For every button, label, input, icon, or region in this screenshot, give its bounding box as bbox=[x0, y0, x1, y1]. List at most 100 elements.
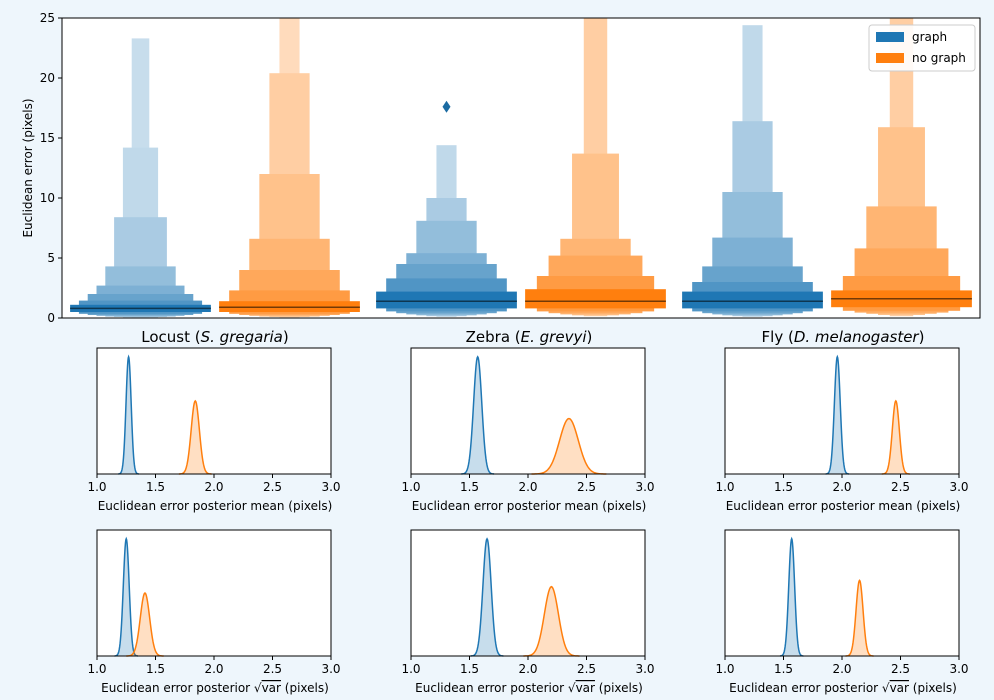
boxen-no-graph-0 bbox=[219, 18, 360, 318]
density-curve-no-graph bbox=[881, 399, 910, 475]
x-tick-label: 3.0 bbox=[635, 480, 654, 494]
x-tick-label: 2.5 bbox=[891, 480, 910, 494]
legend-label-graph: graph bbox=[912, 30, 947, 44]
density-curve-graph bbox=[470, 537, 504, 657]
x-axis-label-mean-fly: Euclidean error posterior mean (pixels) bbox=[726, 499, 961, 513]
density-fill-graph bbox=[118, 356, 139, 474]
x-tick-label: 2.0 bbox=[204, 480, 223, 494]
x-tick-label: 1.5 bbox=[460, 480, 479, 494]
density-panel-sqrtvar-fly: 1.0 1.5 2.0 2.5 3.0 bbox=[715, 529, 969, 676]
x-tick-label: 1.5 bbox=[460, 662, 479, 676]
x-axis-label-mean-locust: Euclidean error posterior mean (pixels) bbox=[98, 499, 333, 513]
density-curve-no-graph bbox=[178, 399, 212, 475]
density-curve-no-graph bbox=[126, 591, 164, 657]
density-panel-sqrtvar-zebra: 1.0 1.5 2.0 2.5 3.0 bbox=[401, 529, 655, 676]
x-tick-label: 2.0 bbox=[832, 480, 851, 494]
density-curve-no-graph bbox=[531, 417, 607, 475]
density-fill-graph bbox=[461, 356, 495, 474]
boxen-outlier bbox=[442, 100, 451, 113]
x-tick-label: 1.5 bbox=[774, 662, 793, 676]
x-tick-label: 2.0 bbox=[518, 662, 537, 676]
x-axis-label-mean-zebra: Euclidean error posterior mean (pixels) bbox=[412, 499, 647, 513]
density-curve-graph bbox=[825, 354, 850, 475]
boxen-plot-area bbox=[62, 18, 980, 318]
density-plot-area bbox=[97, 530, 331, 656]
density-fill-no-graph bbox=[523, 586, 580, 656]
y-tick-label: 20 bbox=[40, 71, 55, 85]
legend-swatch-no-graph bbox=[876, 53, 904, 63]
x-tick-label: 1.5 bbox=[146, 662, 165, 676]
boxen-level bbox=[682, 291, 823, 309]
density-curve-graph bbox=[461, 355, 495, 475]
density-curve-no-graph bbox=[523, 585, 580, 657]
x-tick-label: 3.0 bbox=[321, 662, 340, 676]
density-plot-area bbox=[725, 530, 959, 656]
x-tick-label: 2.0 bbox=[518, 480, 537, 494]
x-tick-label: 1.0 bbox=[401, 480, 420, 494]
density-fill-no-graph bbox=[178, 400, 212, 474]
boxen-graph-1 bbox=[376, 100, 517, 317]
density-curve-graph bbox=[118, 354, 139, 475]
group-title-locust: Locust (S. gregaria) bbox=[141, 328, 288, 346]
density-panel-mean-zebra: 1.0 1.5 2.0 2.5 3.0 bbox=[401, 347, 655, 494]
y-tick-label: 5 bbox=[47, 251, 55, 265]
y-tick-label: 25 bbox=[40, 11, 55, 25]
x-tick-label: 3.0 bbox=[949, 480, 968, 494]
boxen-graph-2 bbox=[682, 25, 823, 317]
boxen-no-graph-1 bbox=[525, 18, 666, 317]
y-axis-label: Euclidean error (pixels) bbox=[21, 98, 35, 237]
x-tick-label: 2.5 bbox=[891, 662, 910, 676]
x-tick-label: 1.0 bbox=[715, 480, 734, 494]
x-tick-label: 1.0 bbox=[401, 662, 420, 676]
density-fill-no-graph bbox=[881, 400, 910, 474]
density-panel-sqrtvar-locust: 1.0 1.5 2.0 2.5 3.0 bbox=[87, 529, 341, 676]
boxen-marks bbox=[70, 18, 972, 318]
boxen-no-graph-2 bbox=[831, 18, 972, 317]
x-tick-label: 2.5 bbox=[577, 662, 596, 676]
density-plot-area bbox=[411, 530, 645, 656]
x-tick-label: 1.5 bbox=[146, 480, 165, 494]
boxen-graph-0 bbox=[70, 38, 211, 318]
x-axis-label-sqrtvar-zebra: Euclidean error posterior √var (pixels) bbox=[415, 681, 643, 695]
density-fill-graph bbox=[470, 538, 504, 656]
density-panels: 1.0 1.5 2.0 2.5 3.0 1.0 1.5 2.0 2.5 3.0 1.0 1.5 2.0 2… bbox=[87, 347, 969, 676]
group-title-zebra: Zebra (E. grevyi) bbox=[466, 328, 593, 346]
x-tick-label: 3.0 bbox=[321, 480, 340, 494]
density-curve-graph bbox=[779, 536, 804, 657]
y-axis: 0 5 10 15 20 25 bbox=[40, 11, 62, 325]
y-tick-label: 15 bbox=[40, 131, 55, 145]
density-fill-no-graph bbox=[845, 580, 874, 656]
x-tick-label: 2.5 bbox=[577, 480, 596, 494]
legend-label-no-graph: no graph bbox=[912, 51, 966, 65]
y-tick-label: 10 bbox=[40, 191, 55, 205]
boxen-plot-frame bbox=[61, 17, 981, 319]
density-fill-graph bbox=[825, 356, 850, 474]
density-fill-no-graph bbox=[126, 593, 164, 656]
x-tick-label: 2.5 bbox=[263, 662, 282, 676]
x-tick-label: 1.5 bbox=[774, 480, 793, 494]
legend-swatch-graph bbox=[876, 32, 904, 42]
density-fill-graph bbox=[779, 538, 804, 656]
x-axis-label-sqrtvar-fly: Euclidean error posterior √var (pixels) bbox=[729, 681, 957, 695]
boxen-plot: 0 5 10 15 20 25 Euclidean error (pixels) grap… bbox=[21, 11, 981, 346]
x-tick-label: 3.0 bbox=[949, 662, 968, 676]
x-tick-label: 3.0 bbox=[635, 662, 654, 676]
density-fill-graph bbox=[114, 538, 138, 656]
boxen-level bbox=[525, 289, 666, 309]
x-axis-label-sqrtvar-locust: Euclidean error posterior √var (pixels) bbox=[101, 681, 329, 695]
x-tick-label: 2.0 bbox=[204, 662, 223, 676]
x-tick-label: 1.0 bbox=[87, 662, 106, 676]
density-panel-mean-fly: 1.0 1.5 2.0 2.5 3.0 bbox=[715, 347, 969, 494]
density-panel-mean-locust: 1.0 1.5 2.0 2.5 3.0 bbox=[87, 347, 341, 494]
x-tick-label: 1.0 bbox=[87, 480, 106, 494]
density-plot-area bbox=[97, 348, 331, 474]
group-title-fly: Fly (D. melanogaster) bbox=[762, 328, 925, 346]
density-curve-no-graph bbox=[845, 579, 874, 657]
density-plot-area bbox=[411, 348, 645, 474]
boxen-level bbox=[376, 291, 517, 309]
x-tick-label: 1.0 bbox=[715, 662, 734, 676]
density-fill-no-graph bbox=[531, 418, 607, 474]
x-tick-label: 2.5 bbox=[263, 480, 282, 494]
legend: graph no graph bbox=[868, 24, 976, 72]
